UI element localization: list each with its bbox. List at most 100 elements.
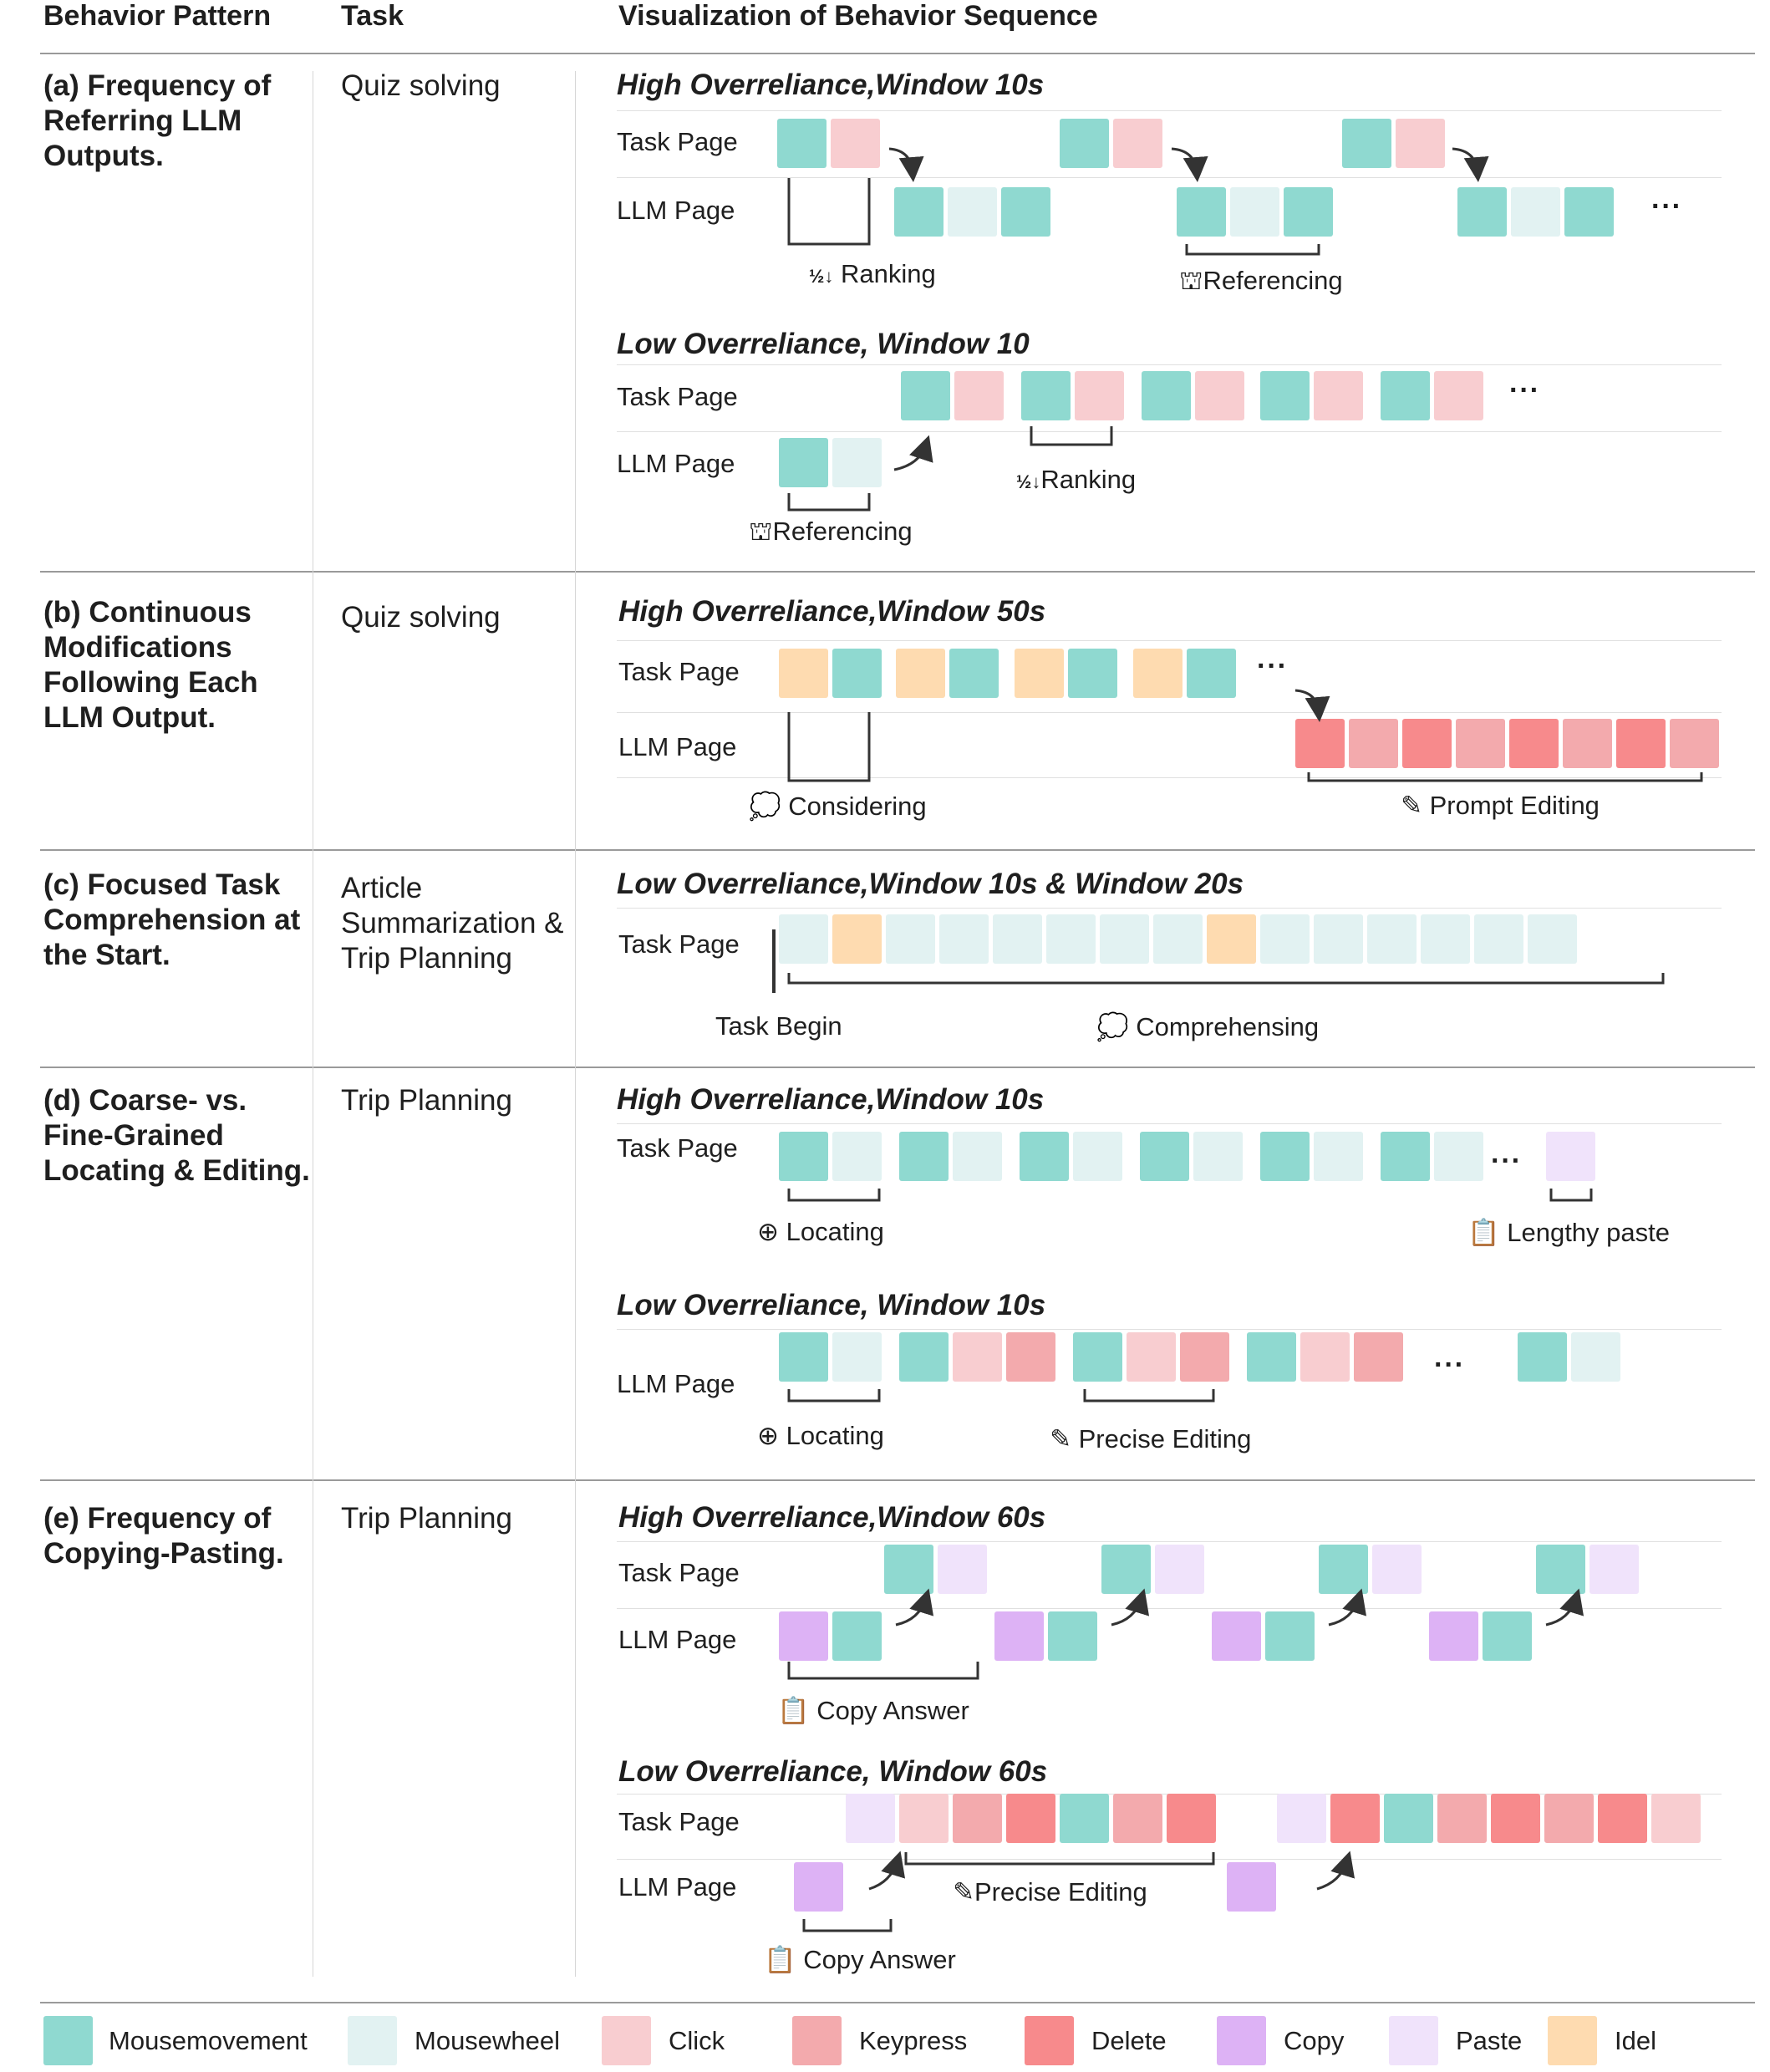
thought-bubble-icon: 💭	[749, 792, 781, 821]
block-mousemovement	[1247, 1332, 1296, 1382]
ellipsis: ···	[1491, 1145, 1522, 1177]
block-paste	[1277, 1794, 1326, 1843]
legend-swatch-delete	[1025, 2016, 1074, 2065]
row-divider	[40, 849, 1755, 851]
pattern-d: (d) Coarse- vs. Fine-Grained Locating & …	[43, 1084, 310, 1187]
bracket	[787, 973, 1665, 985]
legend-label-copy: Copy	[1284, 2026, 1345, 2055]
pencil-icon: ✎	[953, 1877, 974, 1907]
block-mousewheel	[1434, 1132, 1483, 1181]
row-label-llm-page: LLM Page	[618, 732, 737, 761]
block-idel	[896, 649, 945, 698]
block-mousemovement	[1048, 1611, 1097, 1661]
subtitle-e-high: High Overreliance,Window 60s	[618, 1501, 1046, 1534]
row-divider	[40, 1479, 1755, 1481]
row-label-llm-page: LLM Page	[617, 449, 735, 478]
block-mousewheel	[1314, 914, 1363, 964]
bracket	[1307, 772, 1703, 782]
block-mousewheel	[1528, 914, 1577, 964]
legend-swatch-copy	[1217, 2016, 1266, 2065]
block-keypress	[1354, 1332, 1403, 1382]
row-label-llm-page: LLM Page	[617, 1369, 735, 1398]
block-mousewheel	[779, 914, 828, 964]
pencil-icon: ✎	[1050, 1424, 1071, 1453]
block-idel	[832, 914, 882, 964]
block-mousemovement	[1381, 371, 1430, 420]
bracket	[1030, 426, 1113, 446]
block-mousemovement	[1068, 649, 1117, 698]
ranking-icon: ½↓	[1016, 471, 1041, 492]
legend-swatch-paste	[1389, 2016, 1438, 2065]
block-keypress	[1544, 1794, 1594, 1843]
annotation-precise-editing: ✎ Precise Editing	[1050, 1424, 1252, 1453]
block-mousemovement	[949, 649, 999, 698]
block-mousemovement	[884, 1545, 933, 1594]
annotation-task-begin: Task Begin	[715, 1011, 842, 1041]
block-mousewheel	[1046, 914, 1096, 964]
ranking-icon: ½↓	[809, 266, 834, 287]
block-click	[831, 119, 880, 168]
block-click	[1396, 119, 1445, 168]
block-mousemovement	[832, 649, 882, 698]
target-icon: ⊕	[757, 1217, 779, 1246]
curved-arrow	[1111, 1588, 1150, 1627]
reference-icon: ⛫	[749, 517, 773, 546]
block-mousewheel	[1193, 1132, 1243, 1181]
clipboard-icon: 📋	[764, 1945, 796, 1974]
block-paste	[1546, 1132, 1595, 1181]
block-mousemovement	[1265, 1611, 1315, 1661]
block-click	[1195, 371, 1244, 420]
block-click	[1127, 1332, 1176, 1382]
block-mousemovement	[779, 1332, 828, 1382]
row-label-task-page: Task Page	[617, 127, 738, 156]
row-label-llm-page: LLM Page	[617, 196, 735, 225]
block-mousemovement	[1140, 1132, 1189, 1181]
bracket	[787, 493, 871, 512]
block-mousemovement	[1260, 1132, 1310, 1181]
legend-label-mousewheel: Mousewheel	[415, 2026, 561, 2055]
annotation-locating: ⊕ Locating	[757, 1421, 884, 1450]
block-copy	[1429, 1611, 1478, 1661]
task-a: Quiz solving	[341, 69, 501, 102]
annotation-referencing: ⛫Referencing	[749, 517, 913, 546]
block-delete	[1491, 1794, 1540, 1843]
legend-label-idel: Idel	[1615, 2026, 1656, 2055]
task-b: Quiz solving	[341, 601, 501, 634]
annotation-copy-answer: 📋 Copy Answer	[777, 1696, 969, 1725]
thought-bubble-icon: 💭	[1096, 1012, 1129, 1041]
block-mousemovement	[1284, 187, 1333, 237]
block-mousewheel	[832, 438, 882, 487]
block-mousewheel	[886, 914, 935, 964]
block-paste	[1155, 1545, 1204, 1594]
legend-label-mousemovement: Mousemovement	[109, 2026, 308, 2055]
subtitle-d-high: High Overreliance,Window 10s	[617, 1083, 1045, 1116]
block-paste	[938, 1545, 987, 1594]
block-mousemovement	[1457, 187, 1507, 237]
pencil-icon: ✎	[1401, 791, 1422, 820]
annotation-referencing: ⛫Referencing	[1179, 266, 1343, 295]
block-mousemovement	[832, 1611, 882, 1661]
block-mousemovement	[1342, 119, 1391, 168]
pattern-e: (e) Frequency of Copying-Pasting.	[43, 1502, 284, 1570]
curved-arrow	[1452, 147, 1489, 182]
block-mousewheel	[1260, 914, 1310, 964]
block-copy	[779, 1611, 828, 1661]
row-divider	[40, 1067, 1755, 1068]
block-mousewheel	[953, 1132, 1002, 1181]
block-mousewheel	[1421, 914, 1470, 964]
block-keypress	[953, 1794, 1002, 1843]
clipboard-icon: 📋	[777, 1696, 810, 1725]
curved-arrow	[868, 1851, 906, 1891]
annotation-ranking: ½↓ Ranking	[809, 259, 936, 288]
block-idel	[1207, 914, 1256, 964]
block-mousewheel	[948, 187, 997, 237]
legend-swatch-click	[602, 2016, 651, 2065]
bracket	[1083, 1389, 1215, 1403]
block-mousewheel	[1073, 1132, 1122, 1181]
legend-label-delete: Delete	[1091, 2026, 1167, 2055]
legend-swatch-mousemovement	[43, 2016, 93, 2065]
ellipsis: ···	[1509, 374, 1540, 406]
block-delete	[1616, 719, 1666, 768]
block-mousemovement	[1564, 187, 1614, 237]
header-divider	[40, 53, 1755, 54]
